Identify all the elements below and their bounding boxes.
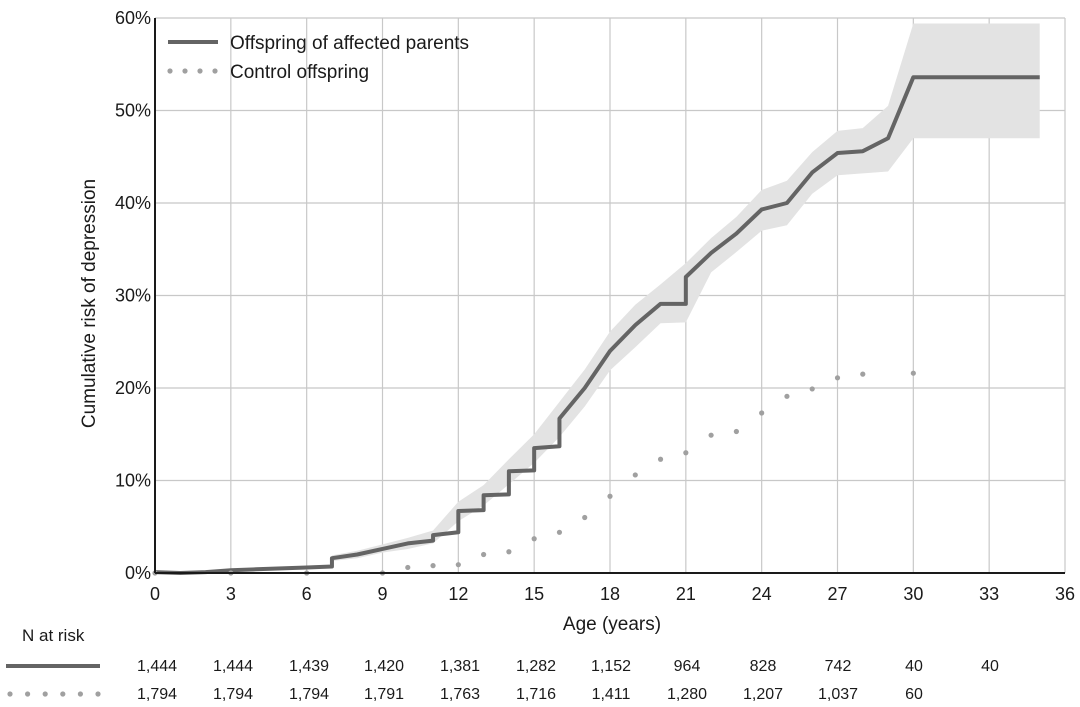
y-tick-label: 0% [125,563,151,583]
risk-row-swatch-dot [25,691,31,697]
risk-value: 1,152 [591,658,631,675]
risk-value: 1,794 [289,686,329,703]
risk-value: 40 [905,658,923,675]
y-tick-label: 50% [115,101,151,121]
risk-value: 1,381 [440,658,480,675]
x-tick-label: 18 [600,584,620,604]
legend-swatch-dot [167,68,173,74]
risk-value: 1,444 [137,658,177,675]
risk-value: 1,037 [818,686,858,703]
legend-swatch-dot [197,68,203,74]
axes: 0 3 6 9 12 15 18 21 24 27 30 33 360%10%20%30%40%50%6… [79,8,1075,635]
legend-label: Control offspring [230,62,369,83]
risk-value: 828 [750,658,777,675]
y-tick-label: 20% [115,378,151,398]
risk-value: 1,439 [289,658,329,675]
risk-row-swatch-dot [42,691,48,697]
data-point-control-offspring [834,375,841,381]
n-at-risk-table: N at risk 1,444 1,444 1,439 1,420 1,381 1,282 1… [6,626,999,703]
series-line-affected-offspring [154,75,1040,575]
data-point-control-offspring [531,536,537,542]
risk-value: 1,791 [364,686,404,703]
risk-value: 60 [905,686,923,703]
data-point-control-offspring [809,386,815,392]
data-point-control-offspring [759,410,765,416]
y-axis-title: Cumulative risk of depression [79,179,100,428]
risk-value: 1,411 [592,686,631,703]
x-tick-label: 15 [524,584,544,604]
risk-value: 1,794 [213,686,253,703]
y-tick-label: 60% [115,8,151,28]
data-point-control-offspring [405,564,411,571]
data-point-control-offspring [455,562,461,568]
x-tick-label: 0 [150,584,160,604]
risk-value: 1,207 [743,686,783,703]
risk-row-swatch-dot [7,691,13,697]
data-point-control-offspring [481,551,487,558]
legend-swatch-dot [212,68,218,74]
risk-row-swatch-dot [60,691,66,697]
data-point-control-offspring [708,432,714,438]
data-point-control-offspring [657,456,664,462]
risk-value: 1,280 [667,686,707,703]
risk-value: 1,763 [440,686,480,703]
x-tick-label: 30 [903,584,923,604]
x-tick-label: 12 [448,584,468,604]
risk-value: 742 [825,658,852,675]
x-tick-label: 6 [302,584,312,604]
x-tick-label: 33 [979,584,999,604]
data-point-control-offspring [784,393,790,399]
data-point-control-offspring [733,428,739,435]
risk-value: 1,794 [137,686,177,703]
x-axis-title: Age (years) [563,614,661,635]
data-point-control-offspring [860,371,866,377]
x-tick-label: 27 [827,584,847,604]
risk-value: 1,420 [364,658,404,675]
legend-swatch-dot [182,68,188,74]
legend: Offspring of affected parents Control off… [167,33,469,83]
x-tick-label: 9 [377,584,387,604]
risk-row-swatch-dot [77,691,83,697]
data-point-control-offspring [632,472,638,478]
risk-value: 1,716 [516,686,556,703]
data-point-control-offspring [556,529,563,535]
risk-value: 40 [981,658,999,675]
x-tick-label: 36 [1055,584,1075,604]
data-point-control-offspring [683,450,689,456]
data-point-control-offspring [430,563,436,569]
series-lines [152,75,1040,576]
data-point-control-offspring [910,370,916,376]
data-point-control-offspring [607,493,613,499]
y-tick-label: 40% [115,193,151,213]
x-tick-label: 21 [676,584,696,604]
x-tick-label: 24 [752,584,772,604]
risk-value: 964 [674,658,701,675]
y-tick-label: 30% [115,286,151,306]
risk-value: 1,444 [213,658,253,675]
y-tick-label: 10% [115,471,151,491]
x-tick-label: 3 [226,584,236,604]
risk-value: 1,282 [516,658,556,675]
n-at-risk-title: N at risk [22,626,85,645]
legend-label: Offspring of affected parents [230,33,469,54]
data-point-control-offspring [582,514,588,521]
data-point-control-offspring [506,549,512,555]
risk-row-swatch-dot [95,691,101,697]
